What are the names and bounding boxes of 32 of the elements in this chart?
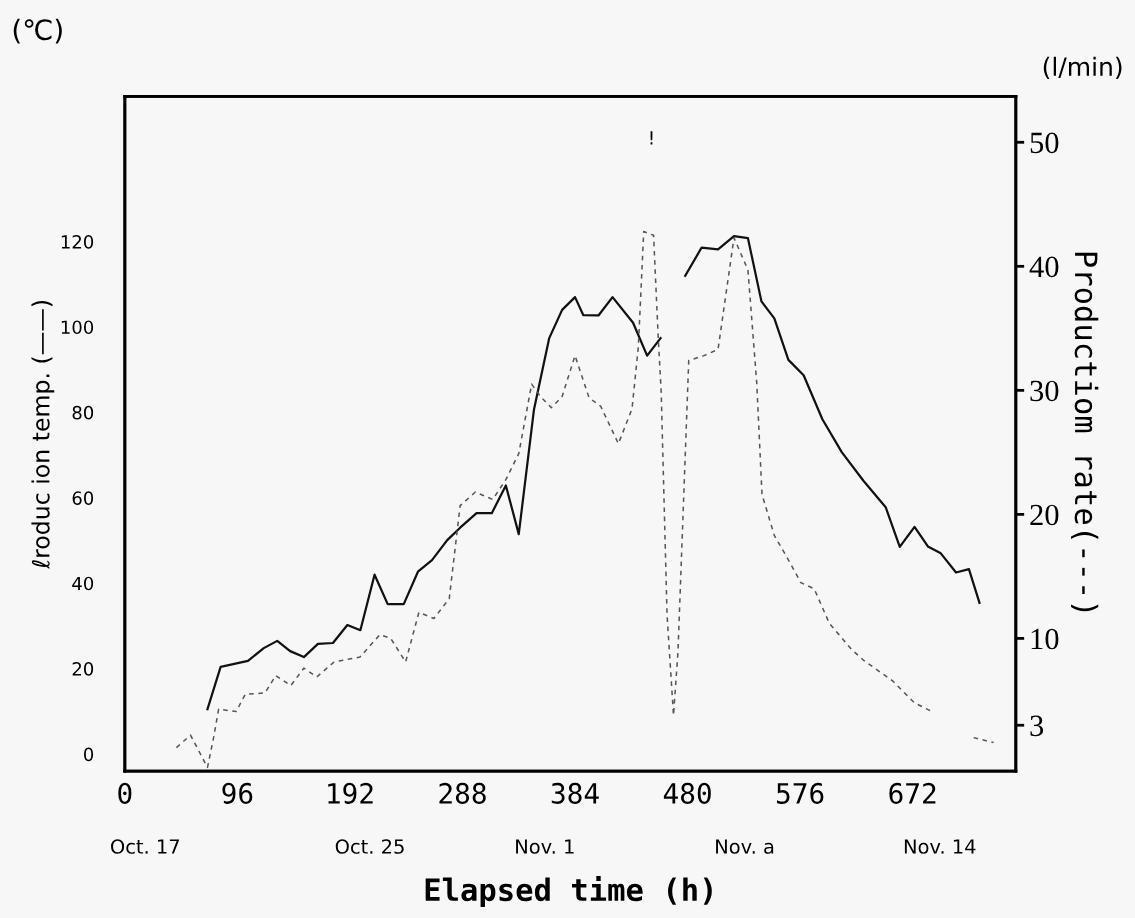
- y-tick-label: 80: [72, 405, 94, 420]
- text: Nov. 1: [516, 839, 574, 854]
- y-tick-label: 40: [72, 576, 94, 591]
- x-tick-label: 576: [776, 782, 824, 804]
- x-tick-label: 480: [663, 782, 711, 804]
- annotation: !: [650, 131, 653, 145]
- text: Nov. 14: [904, 839, 976, 854]
- y2-tick-label: 50: [1030, 132, 1059, 154]
- y2-tick-label: 20: [1030, 504, 1059, 526]
- x-tick-label: 192: [328, 782, 373, 804]
- y2-tick-label: 10: [1031, 628, 1059, 650]
- y2-tick-label: 40: [1029, 256, 1059, 278]
- y2-tick-label: 30: [1030, 380, 1059, 402]
- text: (℃): [13, 18, 62, 44]
- y-tick-label: 100: [61, 320, 94, 335]
- text: Oct. 25: [335, 839, 404, 854]
- x-tick-label: 672: [889, 782, 936, 804]
- y-tick-label: 20: [72, 662, 94, 676]
- x-tick-label: 0: [118, 782, 132, 804]
- x-tick-label: 288: [439, 782, 486, 804]
- text: Nov. a: [716, 839, 774, 854]
- text: Oct. 17: [111, 839, 179, 854]
- x-tick-label: 96: [222, 782, 253, 804]
- y-tick-label: 120: [61, 235, 94, 249]
- y2-axis-title: Productiom rate(---): [1071, 252, 1099, 612]
- y-tick-label: 0: [84, 747, 94, 762]
- x-tick-label: 384: [551, 782, 599, 804]
- y-tick-label: 60: [72, 491, 94, 505]
- y-axis-title: ℓroduc ion temp. (——): [31, 300, 55, 569]
- text: (l/min): [1043, 56, 1122, 80]
- y2-tick-label: 3: [1030, 715, 1044, 737]
- x-axis-title: Elapsed time (h): [425, 875, 712, 908]
